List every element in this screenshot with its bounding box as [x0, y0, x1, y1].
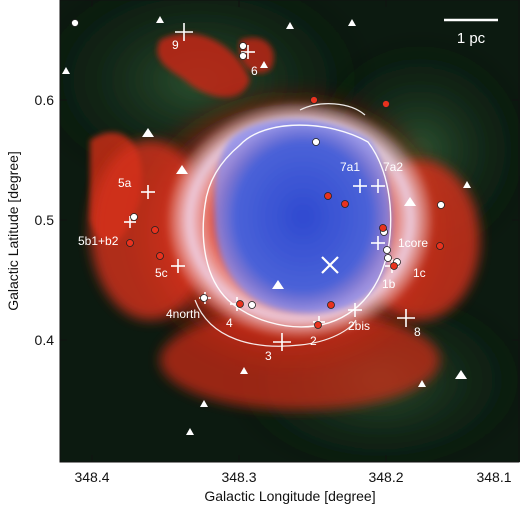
x-tick-marks [91, 0, 387, 462]
y-tick-marks [60, 99, 519, 341]
red-circle-marker [379, 224, 387, 232]
region-label-9: 9 [172, 38, 179, 52]
triangle-marker [348, 19, 356, 26]
triangle-marker [455, 370, 467, 379]
x-tick-label: 348.4 [74, 469, 109, 485]
region-label-8: 8 [414, 325, 421, 339]
cross-marker [371, 236, 385, 250]
region-label-7a1: 7a1 [340, 160, 360, 174]
triangle-marker [240, 367, 248, 374]
y-tick-label: 0.5 [35, 212, 55, 228]
region-label-4north: 4north [166, 307, 200, 321]
triangle-marker [260, 61, 268, 68]
cross-marker [175, 23, 193, 41]
region-label-1b: 1b [382, 277, 396, 291]
region-label-5c: 5c [155, 266, 168, 280]
triangle-marker [142, 128, 154, 137]
region-label-6: 6 [251, 64, 258, 78]
white-circle-marker [71, 19, 79, 27]
y-tick-label: 0.4 [35, 332, 55, 348]
triangle-marker [272, 280, 284, 289]
red-circle-marker [327, 301, 335, 309]
triangle-marker [176, 165, 188, 174]
white-circle-marker [437, 201, 445, 209]
y-axis-title: Galactic Latitude [degree] [5, 151, 21, 311]
red-circle-marker [324, 192, 332, 200]
image-panel: 1 pc [60, 0, 520, 462]
white-circle-marker [384, 254, 392, 262]
red-circle-marker [151, 226, 159, 234]
red-circle-marker [156, 252, 164, 260]
cross-marker [397, 309, 415, 327]
region-label-1core: 1core [398, 236, 428, 250]
central-x-marker [321, 256, 339, 274]
white-circle-marker [383, 246, 391, 254]
white-circle-marker [239, 52, 247, 60]
region-label-3: 3 [265, 349, 272, 363]
region-label-7a2: 7a2 [383, 160, 403, 174]
region-label-5a: 5a [118, 176, 132, 190]
white-circle-marker [200, 294, 208, 302]
white-circle-marker [248, 301, 256, 309]
x-axis-title: Galactic Longitude [degree] [204, 488, 375, 504]
red-circle-marker [314, 321, 322, 329]
triangle-marker [200, 400, 208, 407]
triangle-markers [62, 16, 471, 435]
red-circle-marker [436, 242, 444, 250]
cross-marker [348, 303, 362, 317]
x-tick-label: 348.1 [476, 469, 511, 485]
red-circle-marker [236, 300, 244, 308]
triangle-marker [463, 181, 471, 188]
red-circle-markers [126, 96, 444, 329]
red-circle-marker [126, 239, 134, 247]
cross-marker [141, 185, 155, 199]
white-circle-marker [239, 42, 247, 50]
region-label-1c: 1c [413, 266, 426, 280]
cross-marker [273, 333, 291, 351]
y-tick-label: 0.6 [35, 92, 55, 108]
triangle-marker [404, 197, 416, 206]
region-label-4: 4 [226, 316, 233, 330]
region-label-2bis: 2bis [348, 319, 370, 333]
plot-frame [59, 0, 520, 463]
cross-marker [124, 216, 136, 228]
white-circle-marker [130, 213, 138, 221]
triangle-marker [156, 16, 164, 23]
red-circle-marker [390, 262, 398, 270]
triangle-marker [62, 67, 70, 74]
scale-bar-label: 1 pc [457, 30, 486, 47]
cross-marker [171, 259, 185, 273]
x-tick-label: 348.2 [368, 469, 403, 485]
triangle-marker [186, 428, 194, 435]
cross-marker [371, 179, 385, 193]
x-tick-label: 348.3 [221, 469, 256, 485]
red-circle-marker [310, 96, 318, 104]
region-label-5b1b2: 5b1+b2 [78, 234, 119, 248]
triangle-marker [418, 380, 426, 387]
triangle-marker [286, 22, 294, 29]
cross-marker [353, 179, 367, 193]
white-circle-marker [312, 138, 320, 146]
cross-marker [241, 45, 255, 59]
red-circle-marker [341, 200, 349, 208]
red-circle-marker [382, 100, 390, 108]
region-label-2: 2 [310, 334, 317, 348]
